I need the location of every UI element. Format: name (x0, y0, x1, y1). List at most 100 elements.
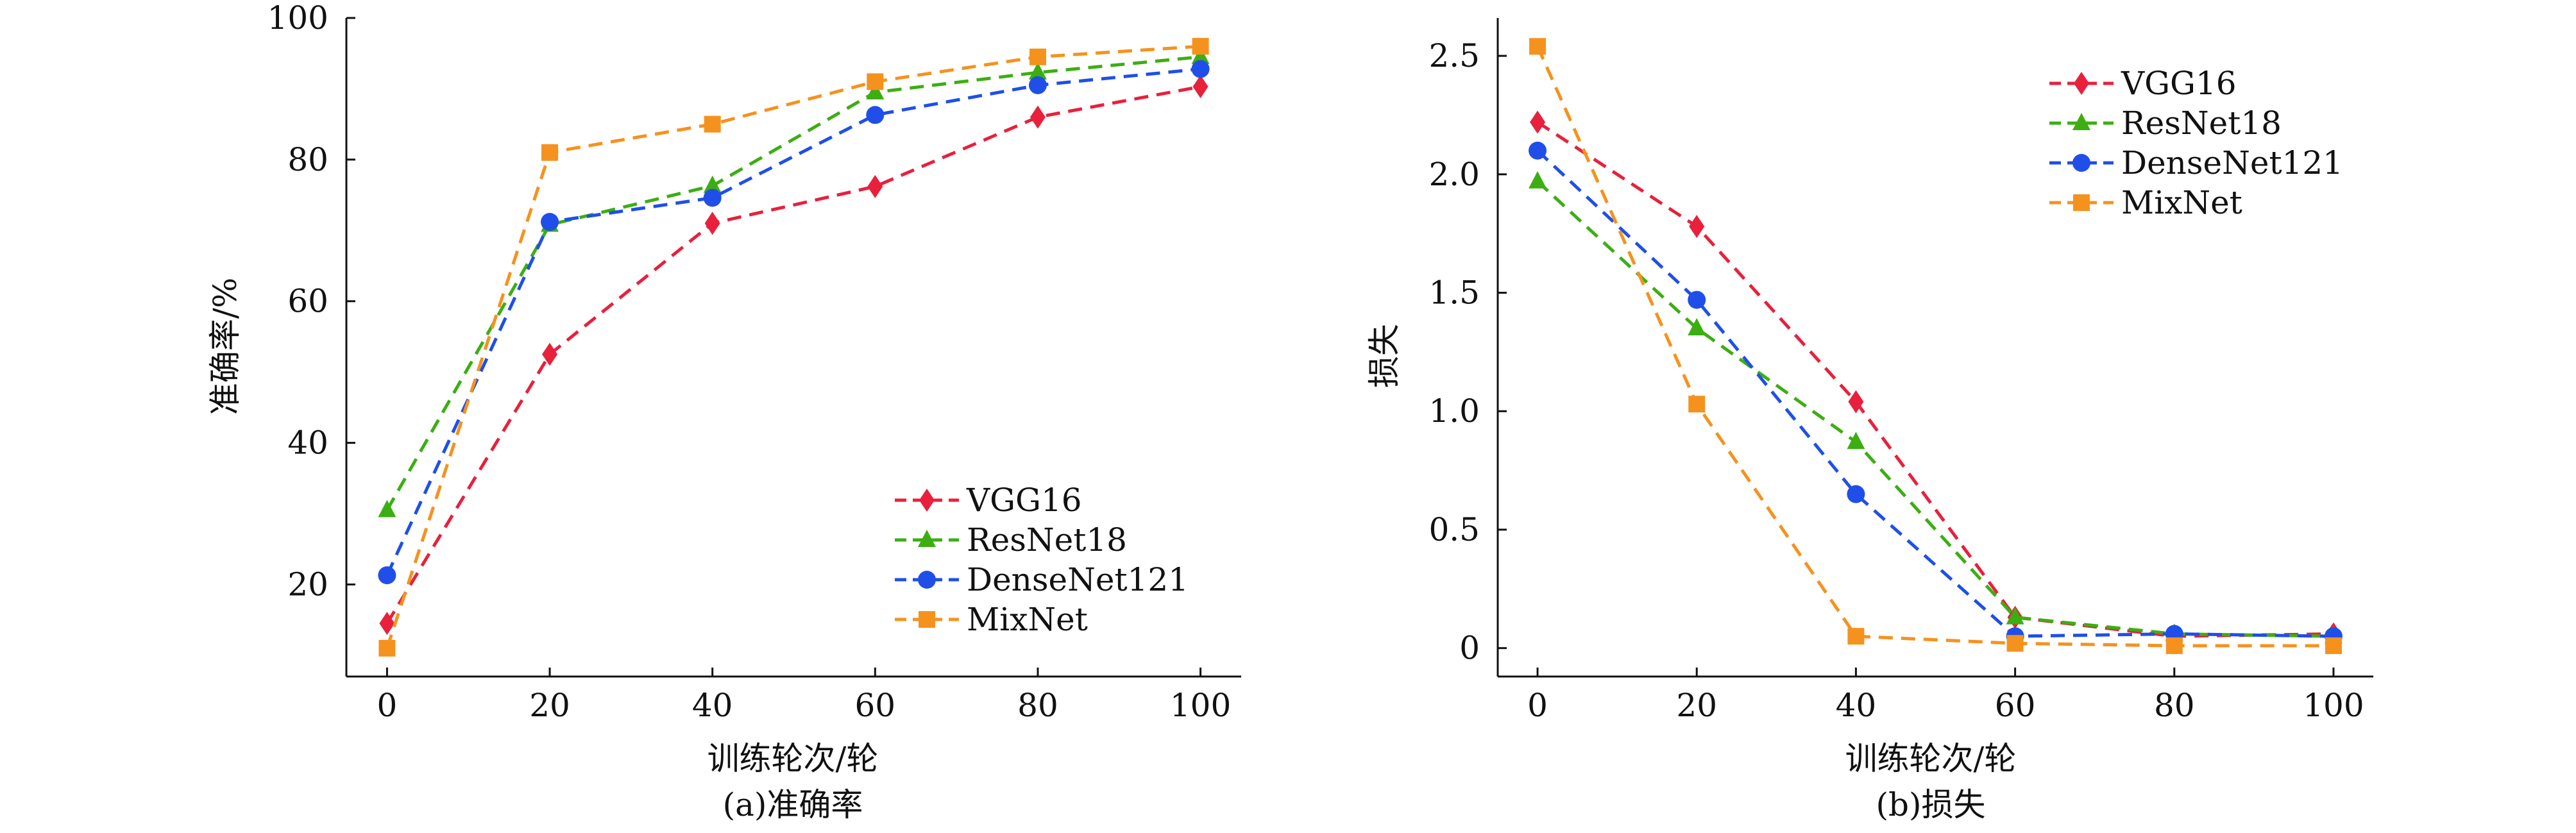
x-tick-label: 40 (692, 687, 733, 724)
x-tick-label: 60 (1995, 687, 2036, 724)
legend-marker (2073, 194, 2090, 211)
data-point (541, 144, 559, 161)
data-point (1028, 62, 1047, 80)
data-point (1530, 110, 1546, 134)
x-tick-label: 100 (1170, 687, 1231, 724)
data-point (1689, 215, 1705, 239)
data-point (704, 212, 720, 235)
data-point (1688, 396, 1706, 413)
x-tick-label: 40 (1836, 687, 1877, 724)
y-tick-label: 2.0 (1428, 156, 1480, 193)
data-point (1192, 38, 1209, 55)
legend-label: DenseNet121 (967, 561, 1189, 598)
legend-marker (2072, 113, 2090, 130)
series-line (1536, 149, 2334, 638)
legend-item: MixNet (895, 601, 1088, 638)
y-tick-label: 80 (287, 141, 328, 178)
y-tick-label: 1.5 (1428, 274, 1480, 312)
legend-label: ResNet18 (967, 521, 1127, 559)
data-point (1529, 38, 1546, 55)
x-tick-label: 80 (1017, 687, 1058, 724)
series-densenet121 (378, 60, 1210, 585)
data-point (704, 115, 721, 133)
data-point (1191, 60, 1210, 78)
data-point (541, 213, 559, 231)
data-point (1847, 432, 1865, 450)
data-point (703, 189, 722, 207)
x-tick-label: 0 (1527, 687, 1548, 724)
x-tick-label: 20 (529, 687, 570, 724)
series-mixnet (1529, 38, 2342, 654)
y-tick-label: 40 (287, 425, 328, 462)
legend-item: MixNet (2049, 184, 2242, 221)
x-tick-label: 20 (1676, 687, 1717, 724)
legend-item: DenseNet121 (895, 561, 1189, 598)
series-resnet18 (1529, 171, 2343, 644)
data-point (2325, 637, 2342, 654)
x-axis-title: 训练轮次/轮 (708, 740, 879, 777)
y-axis-title: 准确率/% (207, 278, 244, 415)
series-line (1536, 46, 2334, 648)
y-tick-label: 60 (287, 283, 328, 320)
data-point (378, 500, 396, 517)
legend-label: MixNet (967, 601, 1088, 638)
data-point (867, 174, 883, 198)
panel-caption: (b)损失 (1876, 786, 1985, 823)
series-line (386, 85, 1201, 625)
y-axis-title: 损失 (1366, 324, 1403, 388)
series-line (1536, 180, 2334, 638)
y-tick-label: 0.5 (1428, 511, 1480, 548)
legend-label: ResNet18 (2121, 105, 2282, 142)
y-tick-label: 0 (1459, 630, 1480, 667)
data-point (2165, 637, 2183, 654)
data-point (703, 175, 722, 193)
data-point (866, 81, 885, 99)
data-point (866, 106, 885, 124)
data-point (1688, 317, 1706, 335)
legend-item: ResNet18 (895, 521, 1127, 559)
data-point (1529, 171, 1547, 189)
data-point (1529, 141, 1547, 160)
series-line (386, 67, 1201, 576)
legend-marker (919, 489, 935, 512)
data-point (1688, 290, 1706, 309)
data-point (2006, 635, 2024, 652)
series-vgg16 (379, 75, 1208, 635)
legend-item: VGG16 (2049, 65, 2237, 102)
legend-marker (918, 571, 936, 589)
legend-label: DenseNet121 (2121, 144, 2343, 181)
series-line (386, 44, 1201, 649)
legend-label: MixNet (2121, 184, 2242, 221)
y-tick-label: 100 (267, 0, 328, 37)
data-point (1847, 485, 1865, 503)
legend-marker (2074, 72, 2089, 95)
data-point (379, 612, 395, 635)
data-point (867, 73, 884, 90)
series-line (386, 55, 1201, 511)
data-point (1192, 75, 1208, 99)
x-tick-label: 100 (2303, 687, 2364, 724)
legend-marker (918, 530, 936, 547)
data-point (378, 566, 396, 585)
legend-marker (2072, 154, 2090, 172)
data-point (2006, 607, 2024, 625)
series-resnet18 (378, 46, 1210, 517)
data-point (378, 639, 396, 657)
data-point (1029, 48, 1046, 65)
legend-item: ResNet18 (2049, 105, 2282, 142)
legend-marker (919, 611, 935, 628)
y-tick-label: 1.0 (1428, 392, 1480, 430)
data-point (1030, 105, 1046, 129)
data-point (1848, 390, 1864, 414)
data-point (1847, 628, 1865, 645)
x-tick-label: 0 (377, 687, 398, 724)
series-mixnet (378, 38, 1209, 657)
legend-label: VGG16 (966, 482, 1082, 519)
loss-chart: 0 20 40 60 80 100 0 0.5 1.0 1.5 2.0 2.5 损失 训练轮次/轮 (… (1366, 18, 2373, 823)
accuracy-chart: 0 20 40 60 80 100 20 40 60 80 100 准确率/% 训练轮次/轮 (a)… (207, 0, 1241, 823)
legend-label: VGG16 (2121, 65, 2237, 102)
panel-caption: (a)准确率 (723, 786, 863, 823)
